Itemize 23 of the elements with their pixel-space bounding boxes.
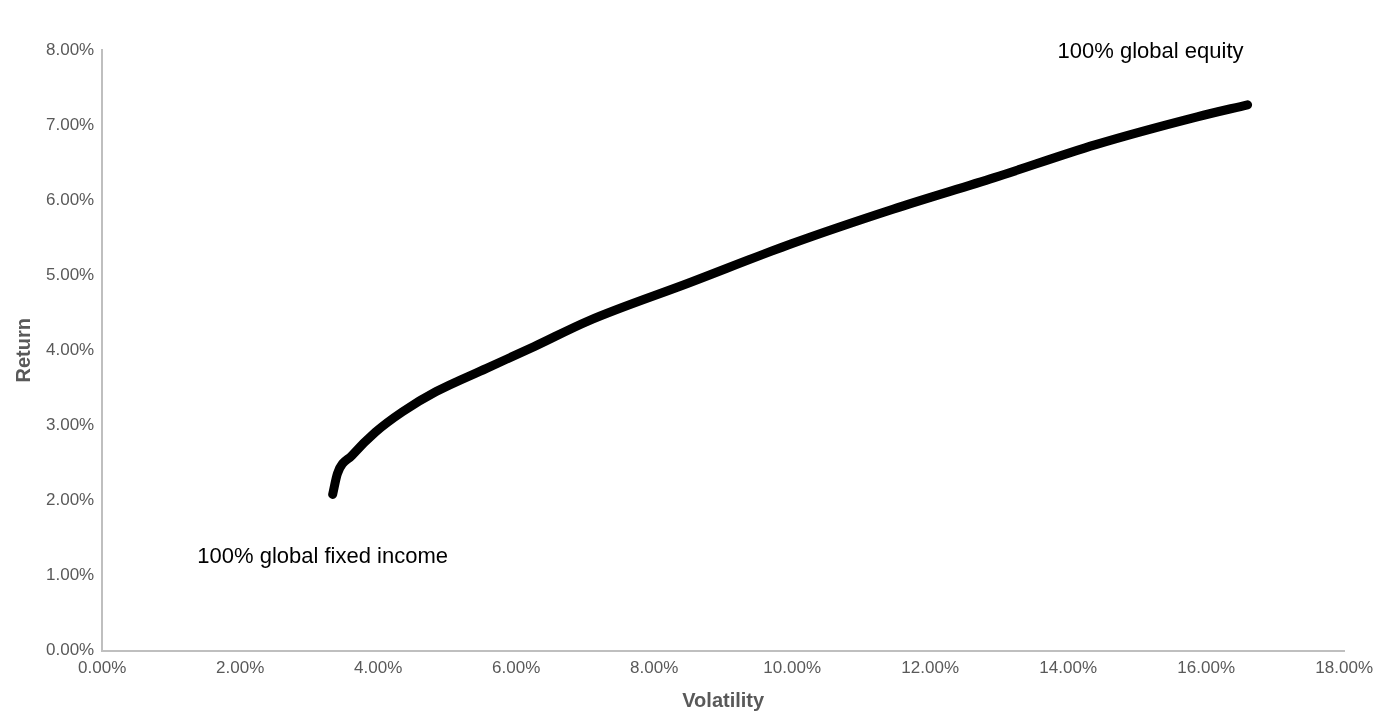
annotation: 100% global equity bbox=[1057, 37, 1244, 63]
y-tick-label: 6.00% bbox=[46, 189, 95, 209]
x-tick-label: 10.00% bbox=[763, 658, 822, 678]
annotation: 100% global fixed income bbox=[197, 542, 449, 568]
y-tick-label: 8.00% bbox=[46, 39, 95, 59]
y-tick-label: 3.00% bbox=[46, 415, 95, 435]
x-tick-label: 16.00% bbox=[1177, 658, 1236, 678]
y-tick-label: 4.00% bbox=[46, 339, 95, 359]
y-tick-label: 0.00% bbox=[46, 640, 95, 660]
x-tick-label: 18.00% bbox=[1315, 658, 1374, 678]
x-tick-label: 8.00% bbox=[630, 658, 679, 678]
x-axis-title: Volatility bbox=[682, 688, 765, 711]
x-tick-label: 6.00% bbox=[492, 658, 541, 678]
y-tick-label: 2.00% bbox=[46, 490, 95, 510]
x-tick-label: 4.00% bbox=[354, 658, 403, 678]
y-tick-label: 5.00% bbox=[46, 264, 95, 284]
x-tick-label: 12.00% bbox=[901, 658, 960, 678]
x-tick-label: 0.00% bbox=[78, 658, 127, 678]
x-tick-label: 14.00% bbox=[1039, 658, 1098, 678]
y-tick-label: 1.00% bbox=[46, 565, 95, 585]
y-axis-title: Return bbox=[11, 318, 34, 383]
y-tick-label: 7.00% bbox=[46, 114, 95, 134]
x-tick-label: 2.00% bbox=[216, 658, 265, 678]
